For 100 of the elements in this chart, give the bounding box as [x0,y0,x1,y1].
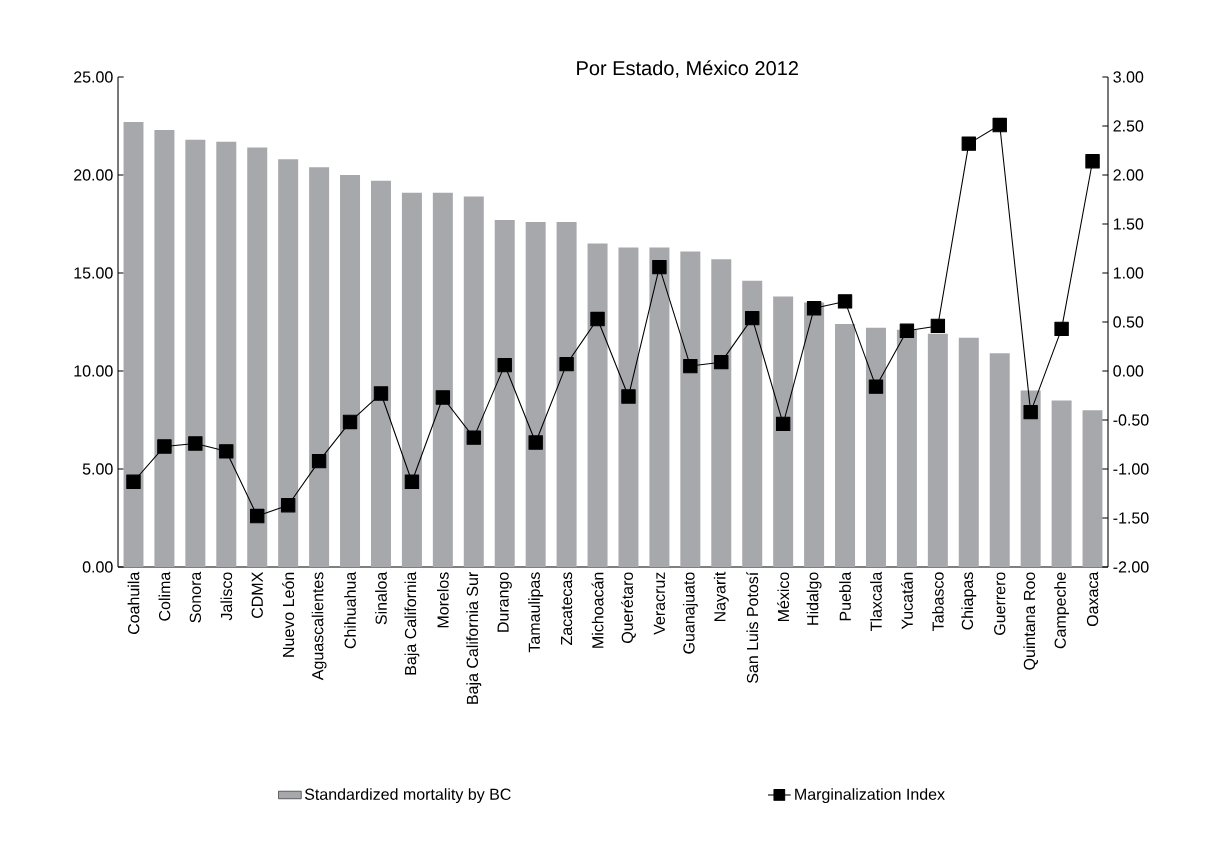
x-tick-label: Campeche [1054,572,1070,649]
bar [865,327,886,567]
bar [896,329,917,567]
y2-tick-label: -1.50 [1113,512,1149,524]
y2-tick-label: 2.50 [1113,120,1144,132]
y2-tick-label: -0.50 [1113,414,1149,426]
bar [742,280,763,567]
y2-tick-label: 1.00 [1113,267,1144,279]
y-tick-label: 10.00 [74,365,113,377]
x-tick-label: Sonora [189,571,202,623]
x-tick-label: Baja California [404,571,420,675]
point [621,389,636,404]
y2-tick-label: 3.00 [1113,71,1144,83]
x-tick-label: Colima [158,571,171,621]
bar [123,122,144,567]
point [126,474,141,489]
bar [216,141,237,567]
x-tick-label: Aguascalientes [311,572,327,681]
bar [494,220,515,567]
point [899,323,915,339]
point [1023,404,1038,420]
point [497,357,512,373]
x-tick-label: Nuevo León [282,572,295,657]
bar [989,353,1010,567]
bar [1082,410,1103,567]
x-tick-label: CDMX [251,572,263,618]
point [250,508,265,524]
bar [154,129,175,567]
point [1085,154,1100,169]
legend-label: Marginalization Index [795,788,945,804]
x-tick-label: Morelos [436,572,449,628]
bar [556,222,577,567]
x-tick-label: Veracruz [653,572,665,635]
x-tick-label: Querétaro [621,572,636,643]
y2-tick-label: 0.50 [1113,316,1144,328]
point [652,259,667,275]
y2-tick-label: -1.00 [1113,463,1149,475]
point [806,301,822,316]
point [188,436,203,451]
x-tick-label: Yucatán [900,572,913,630]
bar [432,192,453,567]
point [219,444,234,459]
bar [835,323,856,567]
bar [927,333,948,567]
point [466,430,481,445]
legend-label: Standardized mortality by BC [304,788,511,804]
x-tick-label: Chiapas [961,572,977,630]
x-tick-label: Zacatecas [561,572,573,646]
bar [711,259,732,567]
x-tick-label: Oaxaca [1086,571,1099,627]
y-tick-label: 5.00 [82,463,113,475]
x-tick-label: Sinaloa [375,571,387,625]
bar [958,337,979,567]
bar [525,222,546,567]
bar [463,196,484,567]
bar [1020,390,1041,567]
x-tick-label: Guanajuato [682,572,698,654]
x-tick-label: México [777,572,790,622]
y-tick-label: 25.00 [74,71,113,83]
point [1054,321,1069,337]
point [961,136,976,151]
x-tick-label: Coahuila [127,571,140,635]
point [373,386,389,401]
point [590,311,605,327]
x-tick-label: Michoacán [591,572,604,648]
point [435,390,451,405]
y2-tick-label: 0.00 [1113,365,1144,377]
point [683,358,698,374]
x-tick-label: Baja California Sur [466,572,482,704]
y2-tick-label: 1.50 [1113,218,1144,230]
bar [649,247,670,567]
bar [247,147,268,567]
bar [278,159,299,567]
y-tick-label: 20.00 [74,169,113,181]
y2-tick-label: -2.00 [1113,561,1149,573]
x-tick-label: Quintana Roo [1023,572,1038,670]
bar [309,167,330,567]
bar [185,139,206,567]
point [868,379,884,394]
point [745,310,760,326]
x-tick-label: Tabasco [931,572,944,631]
y-tick-label: 0.00 [82,561,113,573]
x-tick-label: San Luis Potosí [746,571,759,684]
x-tick-label: Nayarit [713,571,729,622]
x-tick-label: Chihuahua [344,571,356,649]
bar [340,174,361,567]
y2-tick-label: 2.00 [1113,169,1144,181]
point [837,294,853,309]
point [528,435,543,450]
bar [1051,400,1072,567]
x-tick-label: Hidalgo [806,572,822,625]
point [559,356,574,372]
y-tick-label: 15.00 [74,267,113,279]
bar [370,180,391,567]
point [992,117,1007,133]
bar [587,243,608,567]
x-tick-label: Puebla [839,571,851,621]
point [157,439,172,454]
point [775,416,791,432]
x-tick-label: Tamaulipas [528,572,544,653]
